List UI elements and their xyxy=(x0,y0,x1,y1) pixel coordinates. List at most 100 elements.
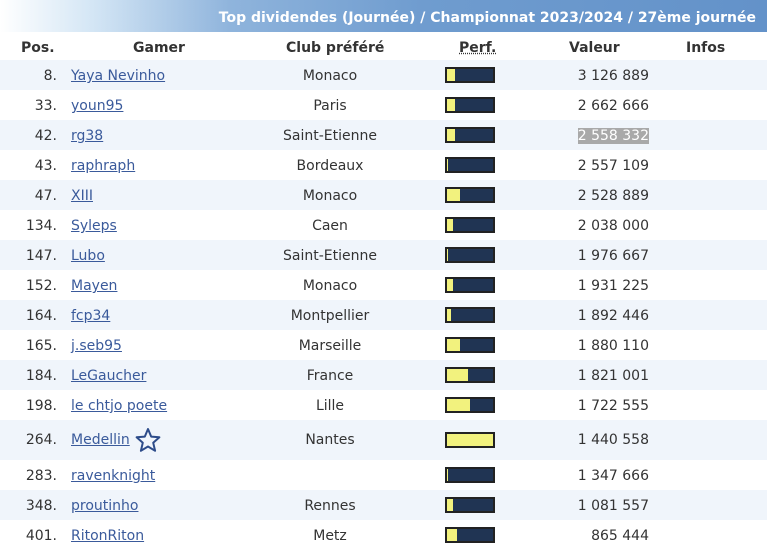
table-row: 164. fcp34 Montpellier 1 892 446 xyxy=(0,300,767,330)
rank-position: 43. xyxy=(34,158,57,174)
gamer-link[interactable]: j.seb95 xyxy=(71,338,122,354)
favorite-club: Monaco xyxy=(302,188,358,204)
dividend-value: 1 892 446 xyxy=(577,308,649,324)
col-header-gamer: Gamer xyxy=(133,40,185,56)
rank-position: 42. xyxy=(34,128,57,144)
perf-bar xyxy=(445,337,495,353)
perf-bar-fill xyxy=(447,69,455,81)
perf-bar xyxy=(445,247,495,263)
favorite-club: Montpellier xyxy=(290,308,370,324)
table-row: 8. Yaya Nevinho Monaco 3 126 889 xyxy=(0,60,767,90)
perf-bar-fill xyxy=(447,279,453,291)
dividend-value: 865 444 xyxy=(591,528,649,544)
dividend-value: 1 880 110 xyxy=(577,338,649,354)
perf-bar-fill xyxy=(447,499,453,511)
gamer-link[interactable]: proutinho xyxy=(71,498,139,514)
perf-bar xyxy=(445,97,495,113)
perf-bar xyxy=(445,217,495,233)
perf-bar-fill xyxy=(447,249,448,261)
gamer-link[interactable]: le chtjo poete xyxy=(71,398,168,414)
favorite-club: Caen xyxy=(312,218,348,234)
perf-bar-fill xyxy=(447,399,470,411)
perf-bar xyxy=(445,432,495,448)
perf-bar-fill xyxy=(447,369,468,381)
favorite-club: Rennes xyxy=(304,498,356,514)
rank-position: 33. xyxy=(34,98,57,114)
col-header-value: Valeur xyxy=(569,40,620,56)
perf-bar xyxy=(445,527,495,543)
favorite-club: Monaco xyxy=(302,68,358,84)
perf-bar xyxy=(445,497,495,513)
gamer-link[interactable]: RitonRiton xyxy=(71,528,145,544)
table-row: 47. XIII Monaco 2 528 889 xyxy=(0,180,767,210)
rank-position: 401. xyxy=(25,528,57,544)
table-row: 401. RitonRiton Metz 865 444 xyxy=(0,520,767,550)
dividend-value: 1 081 557 xyxy=(577,498,649,514)
perf-bar xyxy=(445,67,495,83)
col-header-club: Club préféré xyxy=(286,40,385,56)
dividend-value: 1 440 558 xyxy=(577,432,649,448)
rank-position: 134. xyxy=(25,218,57,234)
table-row: 283. ravenknight 1 347 666 xyxy=(0,460,767,490)
rank-position: 164. xyxy=(25,308,57,324)
gamer-link[interactable]: ravenknight xyxy=(71,468,156,484)
favorite-club: Monaco xyxy=(302,278,358,294)
favorite-club: Lille xyxy=(315,398,345,414)
dividend-value: 2 662 666 xyxy=(577,98,649,114)
rank-position: 184. xyxy=(25,368,57,384)
favorite-club: France xyxy=(306,368,354,384)
favorite-club: Nantes xyxy=(305,432,355,448)
favorite-club: Metz xyxy=(313,528,347,544)
gamer-link[interactable]: Medellin xyxy=(71,432,130,448)
col-header-perf[interactable]: Perf. xyxy=(459,40,497,56)
star-outline-icon[interactable] xyxy=(135,427,161,453)
dividend-value: 1 931 225 xyxy=(577,278,649,294)
table-title: Top dividendes (Journée) / Championnat 2… xyxy=(218,10,756,26)
perf-bar-fill xyxy=(447,129,455,141)
gamer-link[interactable]: youn95 xyxy=(71,98,124,114)
table-row: 165. j.seb95 Marseille 1 880 110 xyxy=(0,330,767,360)
gamer-link[interactable]: rg38 xyxy=(71,128,104,144)
gamer-link[interactable]: Yaya Nevinho xyxy=(71,68,166,84)
rank-position: 348. xyxy=(25,498,57,514)
rank-position: 198. xyxy=(25,398,57,414)
table-row: 264. Medellin Nantes 1 440 558 xyxy=(0,420,767,460)
table-row: 184. LeGaucher France 1 821 001 xyxy=(0,360,767,390)
dividend-value: 1 347 666 xyxy=(577,468,649,484)
dividend-value: 1 722 555 xyxy=(577,398,649,414)
table-row: 147. Lubo Saint-Etienne 1 976 667 xyxy=(0,240,767,270)
favorite-club: Marseille xyxy=(298,338,362,354)
gamer-link[interactable]: fcp34 xyxy=(71,308,111,324)
perf-bar xyxy=(445,307,495,323)
gamer-link[interactable]: Syleps xyxy=(71,218,117,234)
gamer-link[interactable]: Lubo xyxy=(71,248,105,264)
gamer-link[interactable]: Mayen xyxy=(71,278,118,294)
dividend-value: 2 558 332 xyxy=(577,128,649,144)
perf-bar xyxy=(445,157,495,173)
rank-position: 283. xyxy=(25,468,57,484)
perf-bar-fill xyxy=(447,219,453,231)
gamer-link[interactable]: LeGaucher xyxy=(71,368,147,384)
perf-bar-fill xyxy=(447,99,455,111)
table-row: 198. le chtjo poete Lille 1 722 555 xyxy=(0,390,767,420)
gamer-link[interactable]: XIII xyxy=(71,188,93,204)
favorite-club: Saint-Etienne xyxy=(283,248,377,264)
rank-position: 47. xyxy=(34,188,57,204)
ranking-table-body: 8. Yaya Nevinho Monaco 3 126 889 33. youn95 Pa… xyxy=(0,60,767,550)
rank-position: 264. xyxy=(25,432,57,448)
table-title-bar: Top dividendes (Journée) / Championnat 2… xyxy=(0,0,767,34)
perf-bar-fill xyxy=(447,339,460,351)
perf-bar xyxy=(445,187,495,203)
gamer-link[interactable]: raphraph xyxy=(71,158,136,174)
dividend-value: 1 821 001 xyxy=(577,368,649,384)
perf-bar xyxy=(445,397,495,413)
col-header-pos: Pos. xyxy=(21,40,55,56)
rank-position: 165. xyxy=(25,338,57,354)
perf-bar-fill xyxy=(447,189,460,201)
table-row: 33. youn95 Paris 2 662 666 xyxy=(0,90,767,120)
table-row: 152. Mayen Monaco 1 931 225 xyxy=(0,270,767,300)
table-row: 134. Syleps Caen 2 038 000 xyxy=(0,210,767,240)
perf-bar xyxy=(445,367,495,383)
title-divider xyxy=(0,32,767,34)
perf-bar-fill xyxy=(447,159,448,171)
